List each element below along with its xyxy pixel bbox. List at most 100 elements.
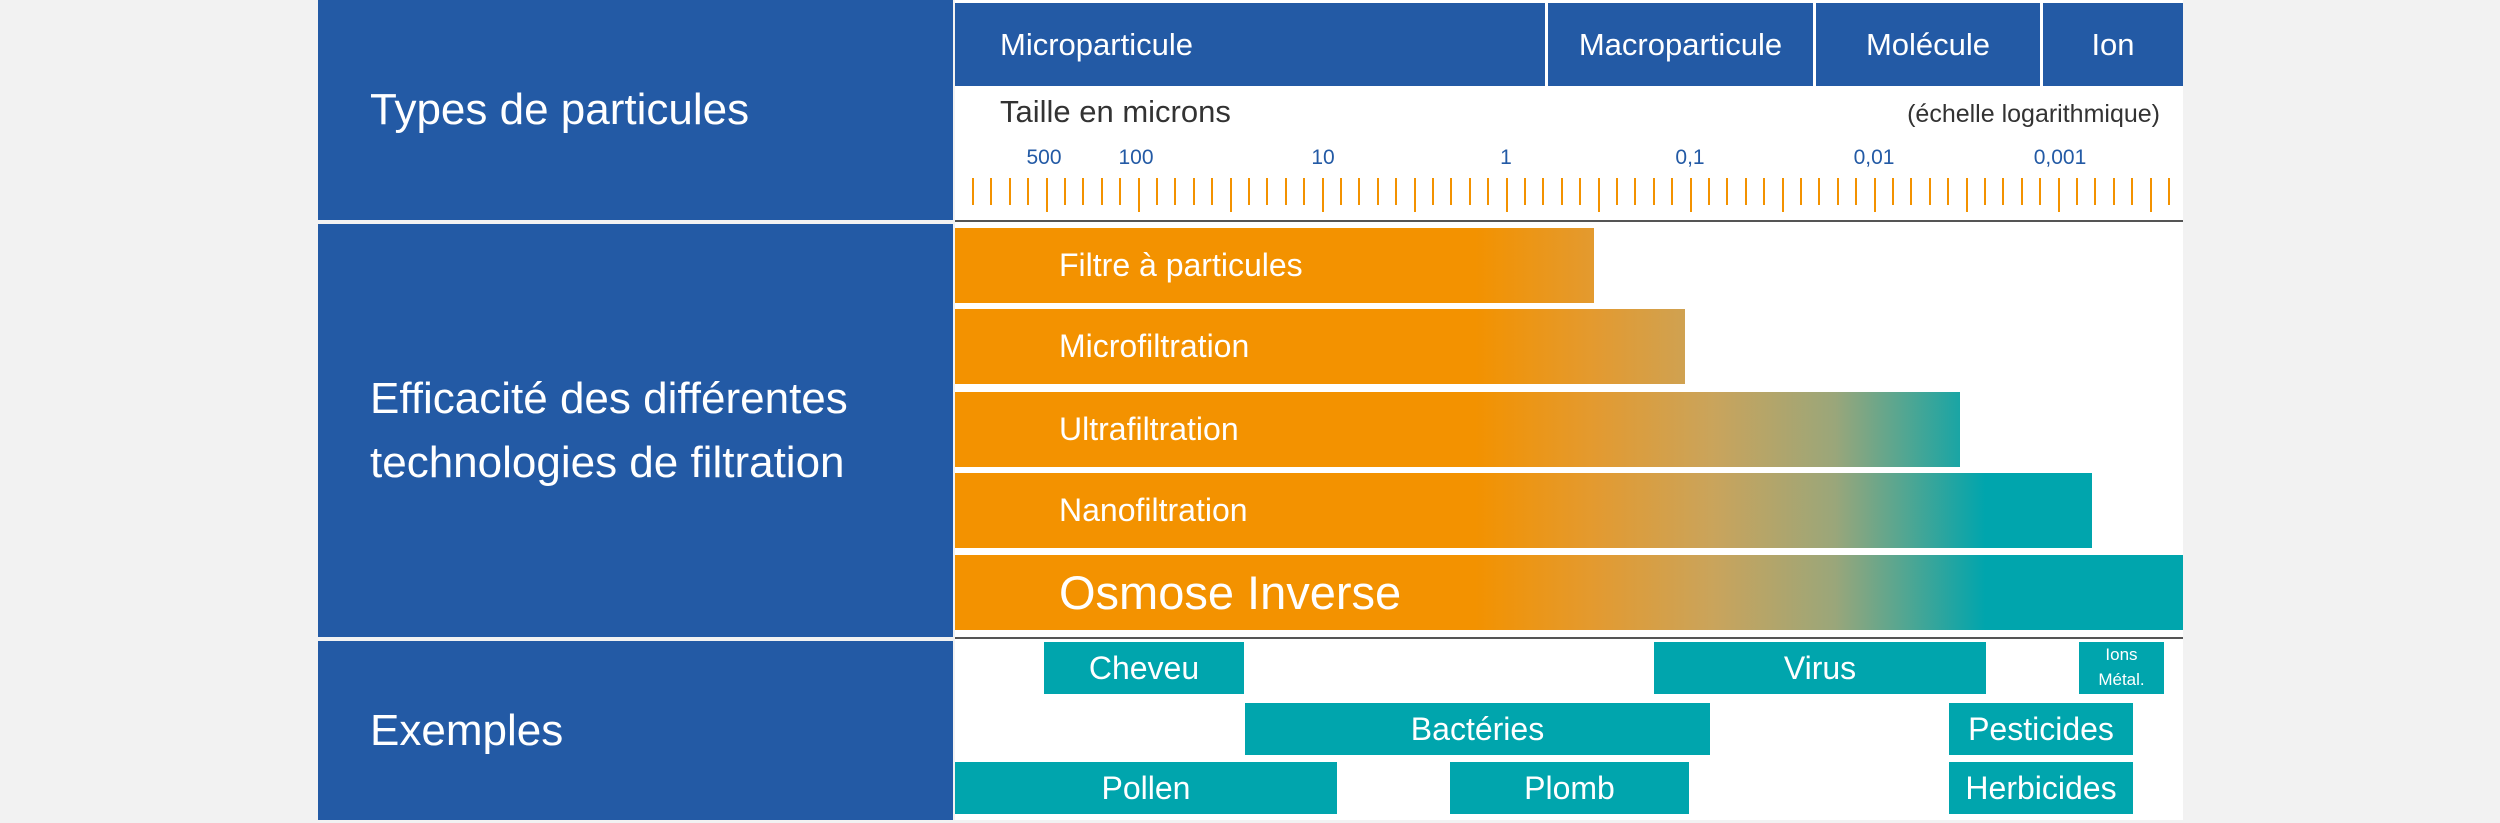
category-ion: Ion xyxy=(2043,3,2183,86)
technology-label: Ultrafiltration xyxy=(1059,411,1239,447)
tick-mark xyxy=(1579,178,1582,205)
tick-mark xyxy=(1395,178,1398,205)
tick-mark xyxy=(1652,178,1655,205)
tick-mark xyxy=(1321,178,1324,212)
tick-mark xyxy=(990,178,993,205)
tick-label: 0,001 xyxy=(2033,146,2087,169)
efficacy-label-line2: technologies de filtration xyxy=(370,437,845,487)
tick-mark xyxy=(1376,178,1379,205)
tick-mark xyxy=(1524,178,1526,205)
tick-mark xyxy=(1744,178,1747,205)
technology-label: Filtre à particules xyxy=(1059,247,1303,283)
category-microparticule: Microparticule xyxy=(955,3,1545,86)
tick-mark xyxy=(1689,178,1692,212)
examples-label: Exemples xyxy=(370,705,564,755)
tick-mark xyxy=(1192,178,1195,205)
tick-mark xyxy=(1965,178,1968,212)
tick-label: 0,1 xyxy=(1675,146,1705,169)
example-label: Bactéries xyxy=(1410,710,1545,747)
tick-mark xyxy=(1432,178,1434,205)
tick-mark xyxy=(1248,178,1250,205)
technology-bar: Nanofiltration xyxy=(955,473,2092,548)
example-box: Pollen xyxy=(955,762,1337,814)
example-box: Bactéries xyxy=(1245,703,1710,755)
tick-mark xyxy=(1855,178,1858,205)
tick-mark xyxy=(1671,178,1674,205)
divider xyxy=(955,637,2183,639)
example-box: Plomb xyxy=(1450,762,1689,814)
tick-mark xyxy=(1100,178,1103,205)
tick-mark xyxy=(1800,178,1802,205)
tick-label: 0,01 xyxy=(1853,146,1895,169)
tick-mark xyxy=(1892,178,1894,205)
tick-label: 500 xyxy=(1026,146,1062,169)
tick-mark xyxy=(1708,178,1710,205)
tick-mark xyxy=(1082,178,1085,205)
technology-bar: Filtre à particules xyxy=(955,228,1594,303)
example-box: Cheveu xyxy=(1044,642,1244,694)
tick-mark xyxy=(1726,178,1729,205)
tick-mark xyxy=(1928,178,1931,205)
tick-mark xyxy=(1873,178,1876,212)
example-label: Ions Métal. xyxy=(2098,645,2145,689)
category-molecule: Molécule xyxy=(1816,3,2040,86)
row-label-examples: Exemples xyxy=(318,641,953,820)
example-box: Pesticides xyxy=(1949,703,2133,755)
tick-mark xyxy=(1947,178,1950,205)
tick-mark xyxy=(1064,178,1066,205)
tick-mark xyxy=(1781,178,1784,212)
tick-mark xyxy=(1303,178,1306,205)
tick-mark xyxy=(972,178,974,205)
tick-mark xyxy=(1597,178,1600,212)
example-label: Plomb xyxy=(1524,769,1615,806)
example-label: Virus xyxy=(1783,649,1857,686)
category-label: Ion xyxy=(2091,26,2135,62)
scale-title: Taille en microns xyxy=(1000,94,1231,129)
tick-mark xyxy=(1340,178,1342,205)
category-label: Microparticule xyxy=(1000,26,1193,62)
example-label: Pollen xyxy=(1101,769,1191,806)
tick-mark xyxy=(1468,178,1471,205)
tick-mark xyxy=(1450,178,1453,205)
tick-mark xyxy=(2149,178,2152,212)
tick-mark xyxy=(1487,178,1490,205)
technology-bar: Ultrafiltration xyxy=(955,392,1960,467)
tick-mark xyxy=(1174,178,1177,205)
tick-mark xyxy=(1358,178,1361,205)
tick-mark xyxy=(1119,178,1122,205)
tick-mark xyxy=(1616,178,1618,205)
technology-bar: Microfiltration xyxy=(955,309,1685,384)
technology-label: Nanofiltration xyxy=(1059,492,1248,528)
tick-mark xyxy=(1229,178,1232,212)
tick-mark xyxy=(2131,178,2134,205)
tick-mark xyxy=(1045,178,1048,212)
tick-mark xyxy=(1984,178,1986,205)
tick-mark xyxy=(1156,178,1158,205)
tick-mark xyxy=(1560,178,1563,205)
tick-mark xyxy=(1542,178,1545,205)
tick-mark xyxy=(1763,178,1766,205)
tick-mark xyxy=(2020,178,2023,205)
tick-mark xyxy=(1211,178,1214,205)
tick-label: 1 xyxy=(1500,146,1512,169)
divider xyxy=(955,220,2183,222)
tick-mark xyxy=(1910,178,1913,205)
tick-mark xyxy=(2076,178,2078,205)
technology-label: Microfiltration xyxy=(1059,328,1250,364)
scale-note: (échelle logarithmique) xyxy=(1907,100,2160,128)
example-box: Virus xyxy=(1654,642,1986,694)
example-label: Cheveu xyxy=(1088,649,1200,686)
tick-mark xyxy=(2002,178,2005,205)
tick-mark xyxy=(1027,178,1030,205)
technology-label: Osmose Inverse xyxy=(1059,566,1402,619)
technology-bar: Osmose Inverse xyxy=(955,555,2183,630)
category-macroparticule: Macroparticule xyxy=(1548,3,1813,86)
tick-mark xyxy=(1818,178,1821,205)
tick-mark xyxy=(1634,178,1637,205)
tick-mark xyxy=(1008,178,1011,205)
tick-mark xyxy=(2112,178,2115,205)
tick-label: 10 xyxy=(1311,146,1335,169)
example-box: Herbicides xyxy=(1949,762,2133,814)
example-label: Herbicides xyxy=(1965,769,2117,806)
tick-mark xyxy=(1505,178,1508,212)
